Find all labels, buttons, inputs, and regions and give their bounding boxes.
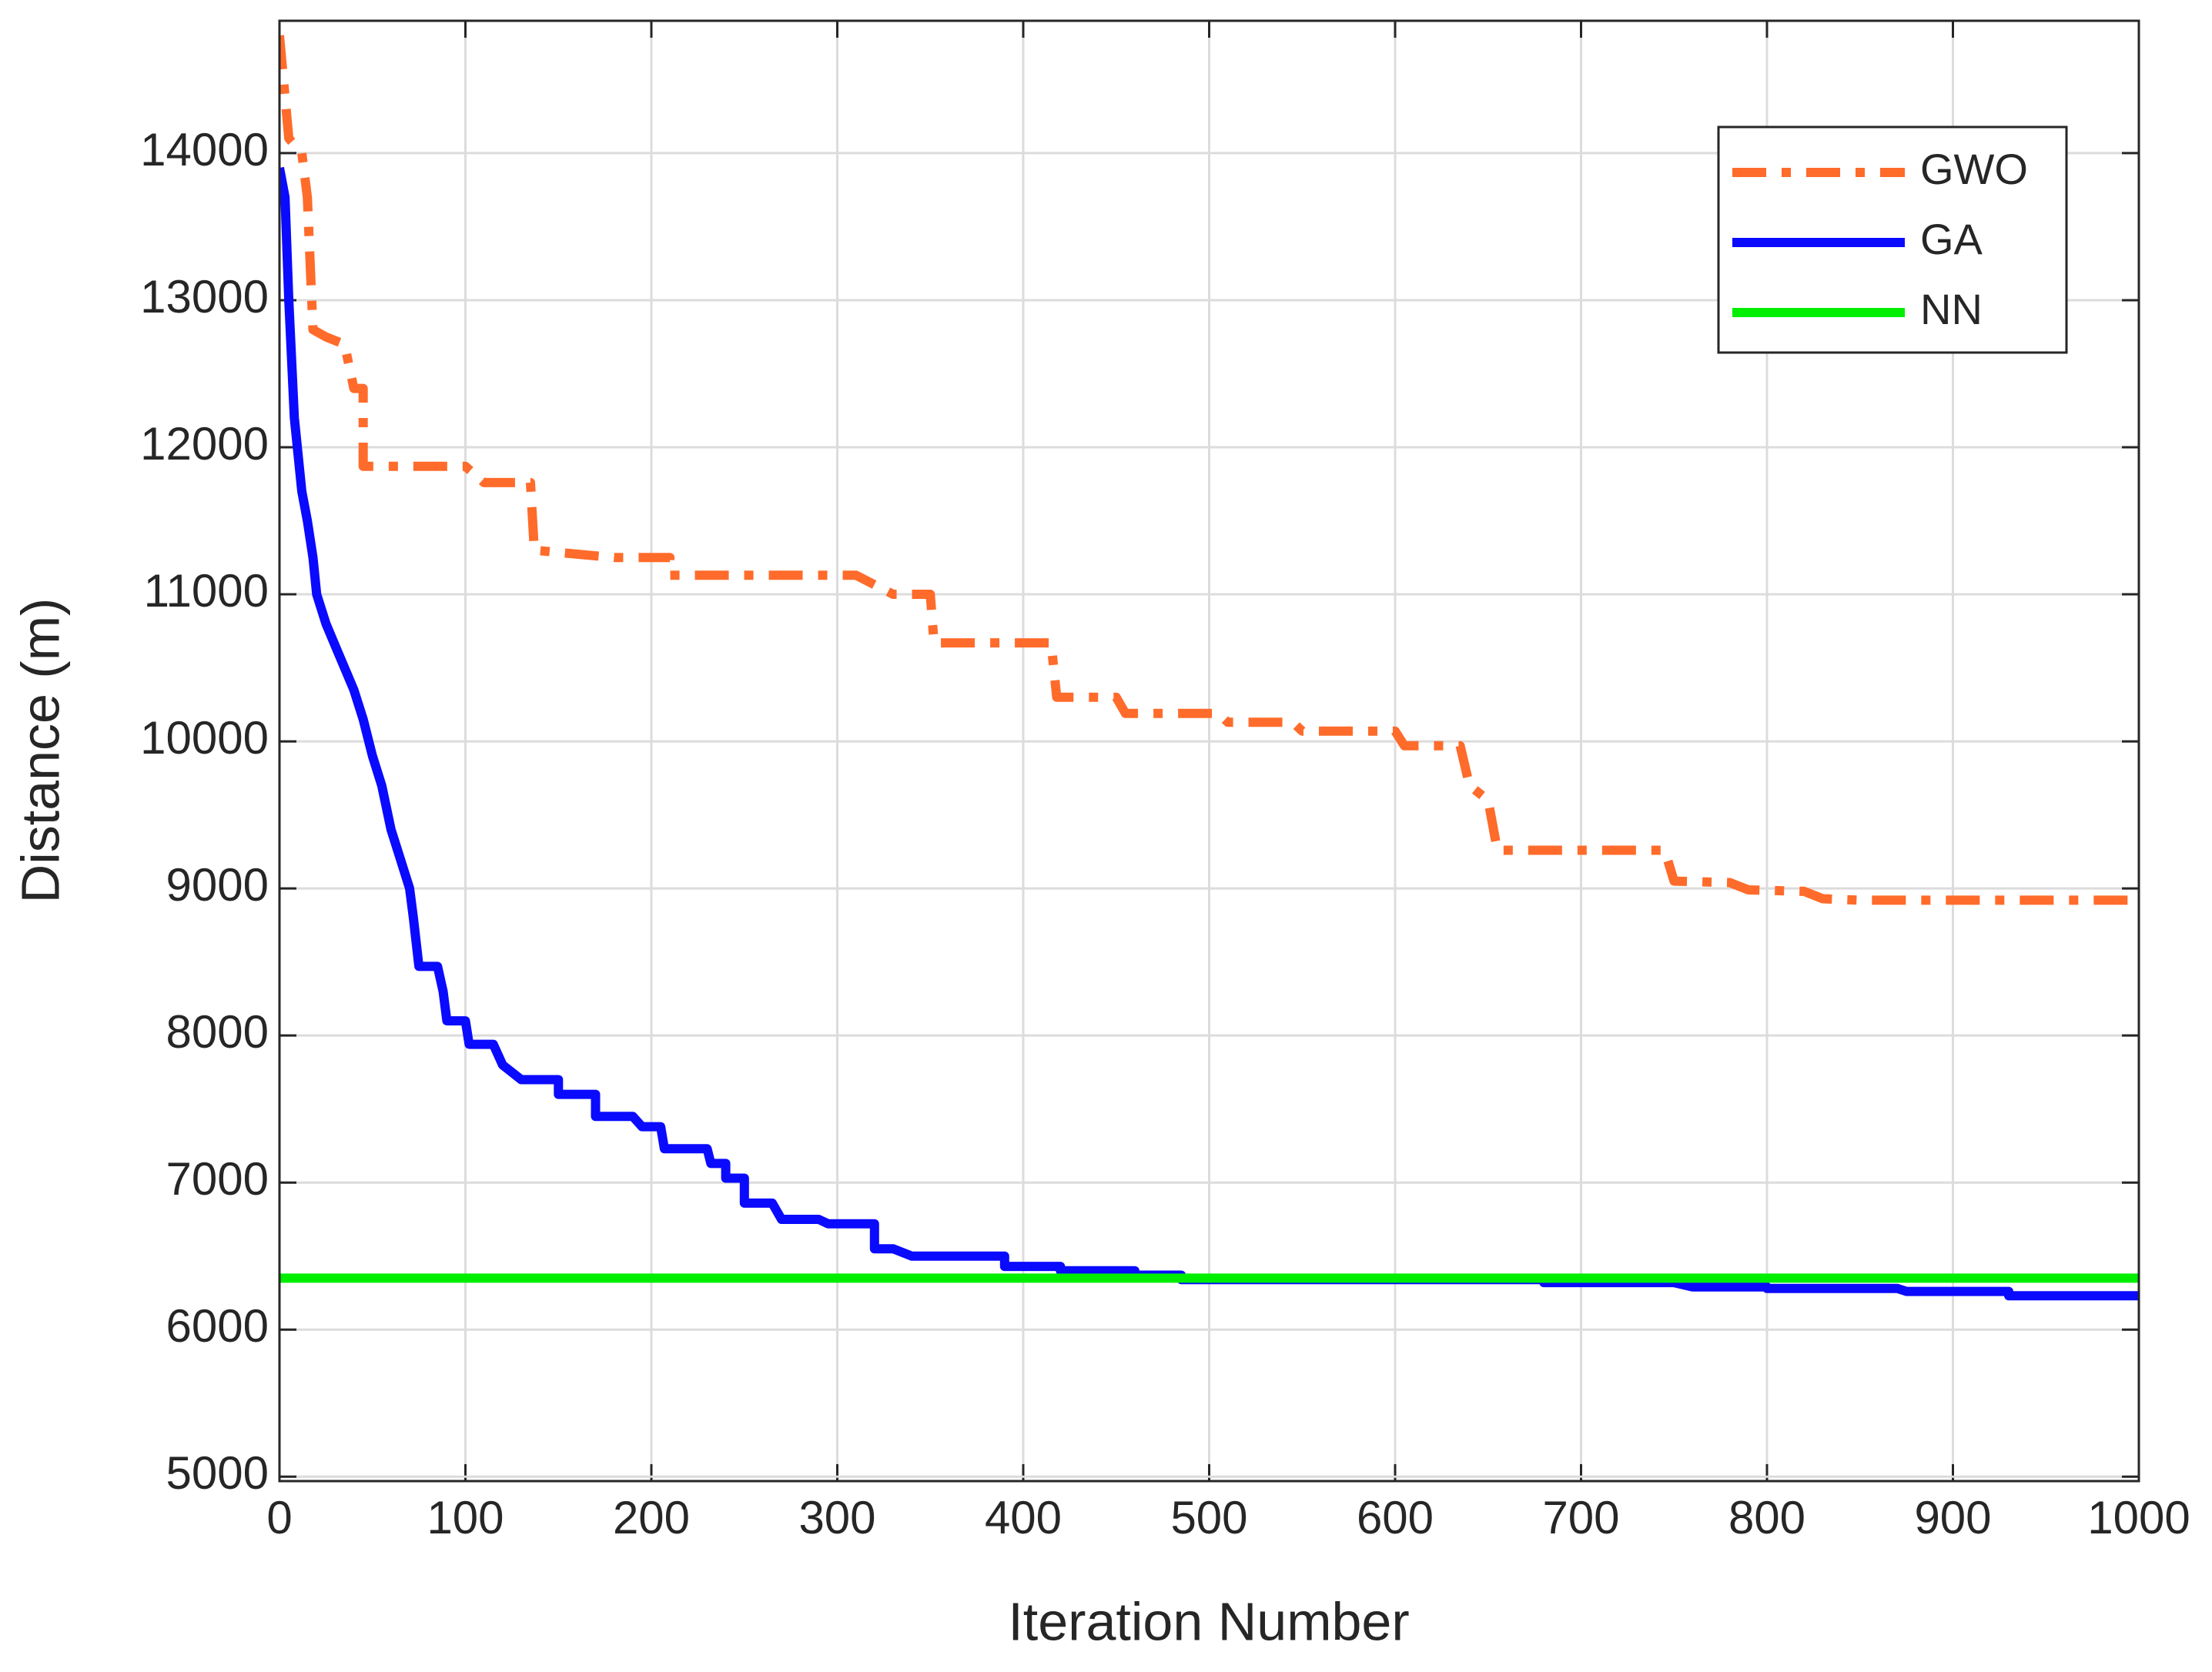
x-tick-label: 900 bbox=[1914, 1492, 1991, 1543]
x-tick-label: 200 bbox=[613, 1492, 690, 1543]
x-tick-label: 1000 bbox=[2087, 1492, 2190, 1543]
y-tick-label: 10000 bbox=[140, 712, 269, 764]
y-tick-label: 13000 bbox=[140, 271, 269, 323]
x-tick-label: 600 bbox=[1357, 1492, 1434, 1543]
y-tick-label: 5000 bbox=[166, 1447, 269, 1499]
x-tick-label: 300 bbox=[798, 1492, 875, 1543]
x-tick-label: 100 bbox=[427, 1492, 504, 1543]
x-tick-label: 500 bbox=[1170, 1492, 1247, 1543]
y-tick-label: 12000 bbox=[140, 418, 269, 470]
plot-frame bbox=[278, 19, 2140, 1483]
y-tick-label: 9000 bbox=[166, 859, 269, 911]
x-tick-label: 0 bbox=[266, 1492, 292, 1543]
y-tick-label: 8000 bbox=[166, 1006, 269, 1058]
x-tick-label: 400 bbox=[985, 1492, 1062, 1543]
legend-label: GA bbox=[1920, 215, 1983, 263]
y-tick-label: 11000 bbox=[144, 565, 269, 617]
data-line bbox=[279, 35, 2139, 905]
y-tick-label: 7000 bbox=[166, 1153, 269, 1205]
legend-label: NN bbox=[1920, 285, 1983, 333]
x-axis-label: Iteration Number bbox=[1008, 1591, 1409, 1651]
y-tick-label: 6000 bbox=[166, 1300, 269, 1352]
y-axis-label: Distance (m) bbox=[10, 598, 70, 904]
legend-label: GWO bbox=[1920, 145, 2028, 193]
y-tick-label: 14000 bbox=[140, 124, 269, 176]
x-tick-label: 700 bbox=[1542, 1492, 1619, 1543]
x-tick-label: 800 bbox=[1728, 1492, 1805, 1543]
plot-lines bbox=[279, 35, 2139, 1301]
